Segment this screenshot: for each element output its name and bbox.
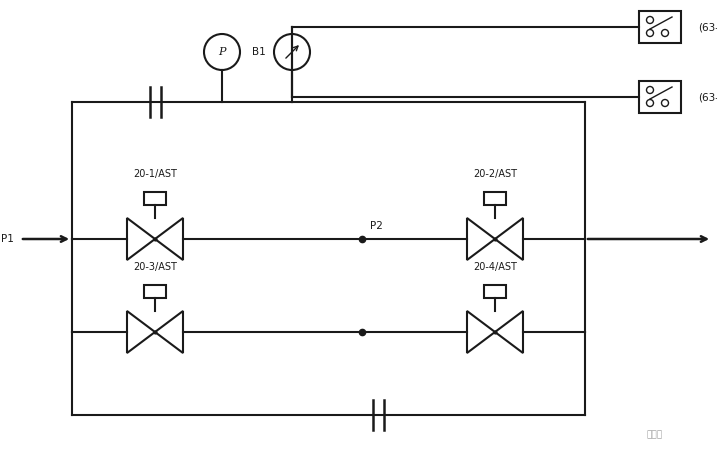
Bar xyxy=(639,11,681,43)
Bar xyxy=(484,192,506,205)
Bar xyxy=(484,285,506,298)
Text: P1: P1 xyxy=(1,234,14,244)
Text: P: P xyxy=(218,47,226,57)
Text: (63-2/ASP): (63-2/ASP) xyxy=(698,92,717,102)
Text: (63-1/ASP): (63-1/ASP) xyxy=(698,22,717,32)
Text: P2: P2 xyxy=(370,221,383,231)
Text: B1: B1 xyxy=(252,47,266,57)
Text: 20-2/AST: 20-2/AST xyxy=(473,169,517,179)
Text: 热控圈: 热控圈 xyxy=(647,430,663,440)
Bar xyxy=(144,285,166,298)
Text: 20-1/AST: 20-1/AST xyxy=(133,169,177,179)
Text: 20-3/AST: 20-3/AST xyxy=(133,262,177,272)
Text: 20-4/AST: 20-4/AST xyxy=(473,262,517,272)
Bar xyxy=(144,192,166,205)
Bar xyxy=(639,81,681,113)
